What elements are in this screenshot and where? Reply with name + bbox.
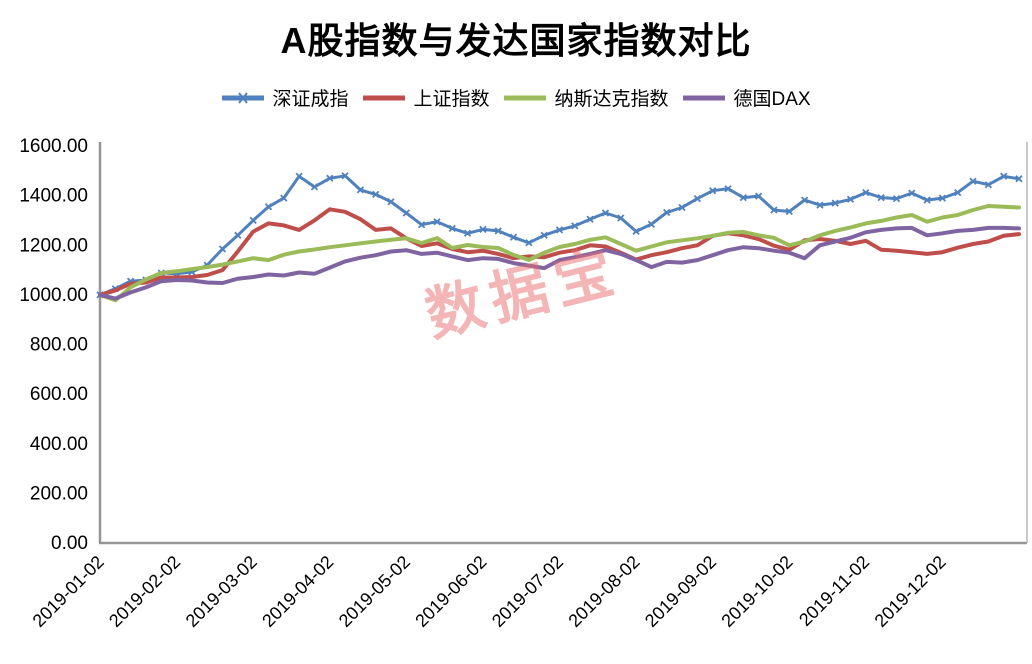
chart-title: A股指数与发达国家指数对比 — [280, 20, 752, 61]
x-axis-label: 2019-11-02 — [795, 552, 873, 630]
y-axis-label: 1400.00 — [19, 186, 88, 207]
legend-swatch-icon — [683, 95, 726, 100]
x-axis-label: 2019-05-02 — [335, 552, 414, 631]
legend-item-3: 德国DAX — [682, 84, 811, 111]
series-line-1 — [98, 207, 1021, 297]
legend-label: 德国DAX — [733, 89, 811, 110]
legend-label: 上证指数 — [413, 89, 490, 110]
legend-item-1: 上证指数 — [362, 84, 489, 111]
x-axis-label: 2019-04-02 — [258, 552, 337, 631]
legend-swatch-icon — [363, 95, 406, 100]
y-axis-label: 600.00 — [30, 384, 88, 405]
x-axis-label: 2019-08-02 — [564, 552, 643, 631]
legend-swatch-icon — [222, 91, 265, 104]
y-axis-label: 1600.00 — [19, 136, 88, 157]
series-line-2 — [98, 204, 1021, 303]
y-axis-label: 200.00 — [30, 483, 88, 504]
legend-item-2: 纳斯达克指数 — [503, 84, 668, 111]
x-axis-label: 2019-06-02 — [411, 552, 490, 631]
y-axis-label: 1200.00 — [19, 235, 88, 256]
x-axis-label: 2019-02-02 — [105, 552, 184, 631]
legend-label: 深证成指 — [272, 89, 349, 110]
legend-label: 纳斯达克指数 — [554, 89, 669, 110]
x-axis-label: 2019-07-02 — [488, 552, 567, 631]
legend-item-0: 深证成指 — [221, 84, 348, 111]
x-axis-label: 2019-12-02 — [871, 552, 950, 631]
y-axis-label: 0.00 — [51, 533, 88, 554]
series-line-3 — [98, 225, 1021, 301]
legend-swatch-icon — [504, 95, 547, 100]
x-axis-label: 2019-09-02 — [641, 552, 720, 631]
x-axis-label: 2019-01-02 — [29, 552, 108, 631]
y-axis-label: 800.00 — [30, 335, 88, 356]
y-axis-label: 400.00 — [30, 434, 88, 455]
legend: 深证成指 上证指数 纳斯达克指数 德国DAX — [0, 84, 1032, 111]
x-axis-label: 2019-10-02 — [717, 552, 796, 631]
x-axis-label: 2019-03-02 — [182, 552, 261, 631]
y-axis-label: 1000.00 — [19, 285, 88, 306]
